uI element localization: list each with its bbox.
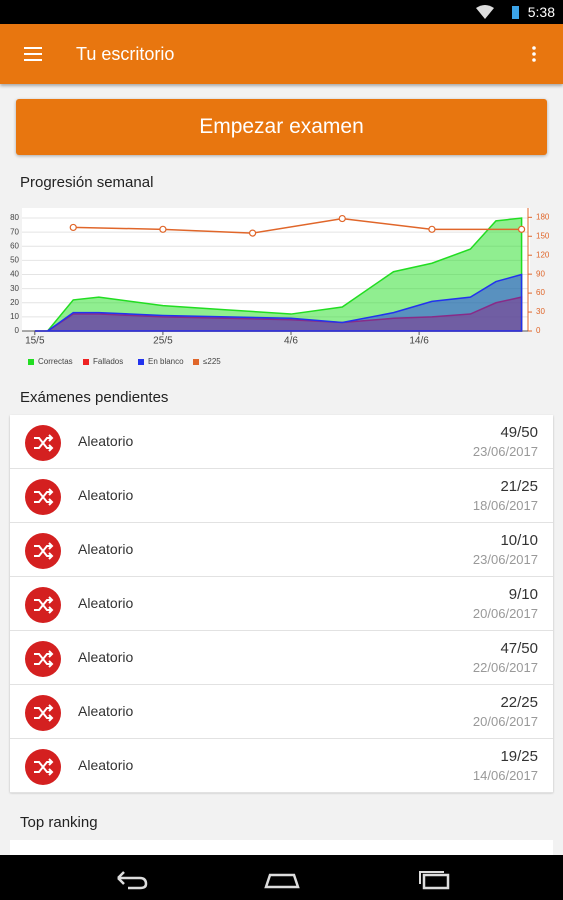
exam-row[interactable]: Aleatorio 47/50 22/06/2017 <box>10 631 553 685</box>
exam-score: 9/10 <box>508 586 538 603</box>
legend-label: En blanco <box>148 357 184 366</box>
y-tick-label: 70 <box>10 227 19 236</box>
exam-date: 20/06/2017 <box>472 606 538 621</box>
y2-tick-label: 90 <box>536 269 545 278</box>
exam-score: 22/25 <box>500 694 538 711</box>
shuffle-icon <box>25 587 61 623</box>
exam-row[interactable]: Aleatorio 49/50 23/06/2017 <box>10 415 553 469</box>
y-tick-label: 60 <box>10 241 19 250</box>
exam-date: 18/06/2017 <box>472 498 538 513</box>
status-bar: 5:38 <box>0 0 563 24</box>
shuffle-icon <box>25 425 61 461</box>
exam-date: 23/06/2017 <box>472 552 538 567</box>
start-exam-button[interactable]: Empezar examen <box>16 99 547 155</box>
y-tick-label: 20 <box>10 298 19 307</box>
home-button[interactable] <box>264 873 300 889</box>
back-button[interactable] <box>117 871 148 890</box>
exam-name: Aleatorio <box>78 649 134 665</box>
shuffle-icon <box>25 533 61 569</box>
recents-button[interactable] <box>419 871 450 890</box>
legend-label: Fallados <box>93 357 123 366</box>
series-marker <box>248 229 257 237</box>
legend-swatch <box>28 359 34 365</box>
status-icons <box>476 5 519 19</box>
shuffle-icon <box>25 641 61 677</box>
exam-name: Aleatorio <box>78 595 134 611</box>
section-title: Exámenes pendientes <box>20 389 169 406</box>
y2-tick-label: 180 <box>536 212 550 221</box>
exam-row[interactable]: Aleatorio 22/25 20/06/2017 <box>10 685 553 739</box>
menu-button[interactable] <box>24 45 44 63</box>
weekly-chart: 0 10 20 30 40 50 60 70 80 0 30 60 90 120 150 180 15/5 25/… <box>10 208 550 366</box>
series-area <box>34 217 523 332</box>
exam-score: 10/10 <box>500 532 538 549</box>
series-marker <box>159 225 167 233</box>
y-tick-label: 0 <box>15 326 20 335</box>
exam-date: 20/06/2017 <box>472 714 538 729</box>
y-tick-label: 30 <box>10 284 19 293</box>
exam-score: 49/50 <box>500 424 538 441</box>
exam-date: 23/06/2017 <box>472 444 538 459</box>
exam-name: Aleatorio <box>78 433 134 449</box>
series-marker <box>69 223 77 232</box>
x-tick-label: 14/6 <box>409 336 429 347</box>
series-marker <box>338 214 346 223</box>
y-tick-label: 50 <box>10 256 19 265</box>
series-line <box>73 217 522 234</box>
app-title: Tu escritorio <box>76 44 175 64</box>
y-tick-label: 80 <box>10 213 19 222</box>
exam-name: Aleatorio <box>78 487 134 503</box>
exam-name: Aleatorio <box>78 757 134 773</box>
exam-score: 21/25 <box>500 478 538 495</box>
y2-tick-label: 30 <box>536 307 545 316</box>
y2-tick-label: 60 <box>536 288 545 297</box>
x-tick-label: 25/5 <box>153 336 173 347</box>
x-tick-label: 15/5 <box>25 336 45 347</box>
app-bar: Tu escritorio <box>0 24 563 84</box>
clock: 5:38 <box>527 4 555 20</box>
overflow-menu[interactable] <box>530 45 538 63</box>
exam-row[interactable]: Aleatorio 21/25 18/06/2017 <box>10 469 553 523</box>
section-title: Progresión semanal <box>20 174 154 191</box>
exam-score: 19/25 <box>500 748 538 765</box>
legend-label: Correctas <box>38 357 73 366</box>
shuffle-icon <box>25 479 61 515</box>
series-marker <box>428 225 436 233</box>
legend-swatch <box>193 359 199 365</box>
navigation-bar <box>0 855 563 900</box>
exam-list: Aleatorio 49/50 23/06/2017 Aleatorio 21/25 18… <box>10 415 553 793</box>
y-tick-label: 40 <box>10 270 19 279</box>
exam-date: 22/06/2017 <box>472 660 538 675</box>
y2-tick-label: 150 <box>536 231 550 240</box>
exam-name: Aleatorio <box>78 703 134 719</box>
shuffle-icon <box>25 749 61 785</box>
y-tick-label: 10 <box>10 312 19 321</box>
y2-tick-label: 0 <box>536 326 541 335</box>
exam-date: 14/06/2017 <box>472 768 538 783</box>
series-marker <box>517 225 526 233</box>
section-title: Top ranking <box>20 814 98 831</box>
shuffle-icon <box>25 695 61 731</box>
exam-row[interactable]: Aleatorio 19/25 14/06/2017 <box>10 739 553 793</box>
y2-tick-label: 120 <box>536 250 550 259</box>
exam-score: 47/50 <box>500 640 538 657</box>
exam-row[interactable]: Aleatorio 10/10 23/06/2017 <box>10 523 553 577</box>
exam-name: Aleatorio <box>78 541 134 557</box>
x-tick-label: 4/6 <box>284 336 298 347</box>
series-area <box>34 273 523 332</box>
legend-swatch <box>83 359 89 365</box>
legend-swatch <box>138 359 144 365</box>
exam-row[interactable]: Aleatorio 9/10 20/06/2017 <box>10 577 553 631</box>
nav-buttons <box>117 871 450 890</box>
legend-label: ≤225 <box>203 357 221 366</box>
